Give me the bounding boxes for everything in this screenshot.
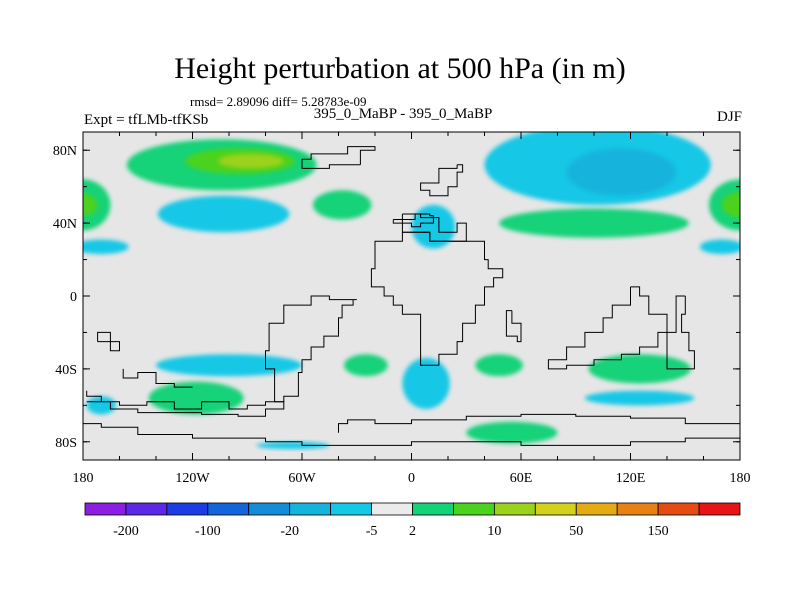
experiment-label: Expt = tfLMb-tfKSb: [84, 112, 209, 128]
anomaly-region-sh-cyan-indian: [584, 390, 695, 406]
anomaly-region-nh-lime-east: [721, 192, 740, 218]
anomaly-region-sh-green-indian: [588, 354, 691, 384]
colorbar: -200 -100 -20 -5 2 10 50 150: [84, 502, 741, 539]
anomaly-region-nh-green-asia: [499, 208, 689, 238]
y-tick-label: 80N: [53, 144, 77, 159]
x-tick-label: 60E: [510, 471, 533, 486]
anomaly-region-nh-cyan-west-strip: [83, 239, 129, 255]
coastline-1: [370, 231, 504, 366]
anomaly-region-sh-green-atlantic: [343, 354, 388, 377]
coastline-10: [301, 146, 376, 169]
coastline-8: [392, 213, 434, 228]
anomaly-region-sh-cyan-west: [86, 396, 116, 415]
anomaly-region-nh-green-atlantic-mid: [312, 190, 372, 220]
colorbar-swatch: [289, 502, 332, 516]
anomaly-region-nh-lime-west: [83, 193, 98, 216]
anomaly-region-nh-cyan-east-strip: [699, 239, 740, 255]
colorbar-label: -100: [195, 524, 221, 539]
colorbar-swatch: [166, 502, 209, 516]
colorbar-swatch: [616, 502, 659, 516]
colorbar-swatch: [248, 502, 291, 516]
anomaly-region-nh-blue-atlantic: [566, 148, 677, 196]
anomaly-region-nh-yellow-pacific: [218, 153, 284, 169]
colorbar-swatch: [698, 502, 741, 516]
anomaly-region-nh-cyan-central: [157, 195, 290, 233]
coastlines: [83, 146, 740, 446]
y-tick-label: 40S: [55, 363, 77, 378]
colorbar-swatch: [453, 502, 495, 516]
colorbar-label: 10: [487, 524, 501, 539]
anomaly-region-nh-cyan-europe: [411, 204, 456, 249]
season-label: DJF: [716, 109, 742, 125]
colorbar-swatch: [575, 502, 618, 516]
anomaly-region-sh-green-pacific: [148, 381, 244, 415]
coastline-3: [265, 295, 357, 403]
colorbar-swatch: [207, 502, 250, 516]
colorbar-label: 150: [648, 524, 669, 539]
rmsd-diff-stats: rmsd= 2.89096 diff= 5.28783e-09: [190, 94, 367, 109]
coastline-12: [97, 331, 120, 352]
colorbar-swatch: [412, 502, 454, 516]
coastline-6: [83, 413, 740, 446]
x-tick-label: 180: [730, 471, 751, 486]
anomaly-region-sh-green-africa: [475, 354, 523, 377]
anomaly-region-sh-cyan-drake: [256, 441, 330, 450]
colorbar-swatch: [493, 502, 536, 516]
coastline-9: [420, 164, 464, 197]
colorbar-label: 2: [409, 524, 416, 539]
y-tick-label: 40N: [53, 217, 77, 232]
x-tick-label: 60W: [288, 471, 316, 486]
coastline-2: [505, 310, 522, 343]
anomaly-region-sh-cyan-atlantic: [402, 357, 450, 409]
x-tick-label: 180: [73, 471, 94, 486]
y-tick-label: 80S: [55, 436, 77, 451]
colorbar-swatch: [371, 502, 413, 516]
colorbar-swatch: [657, 502, 700, 516]
colorbar-swatch: [330, 502, 372, 516]
colorbar-swatch: [534, 502, 577, 516]
x-tick-label: 0: [408, 471, 415, 486]
coastline-5: [666, 295, 695, 370]
anomaly-region-sh-cyan-pacific: [156, 354, 302, 377]
anomaly-contours: [83, 132, 740, 450]
anomaly-region-sh-green-south: [466, 421, 558, 444]
map-axes: 180 120W 60W 0 60E 120E 180 80N 40N 0 40S 80S: [53, 132, 751, 486]
x-tick-label: 120W: [175, 471, 210, 486]
case-label: 395_0_MaBP - 395_0_MaBP: [313, 106, 493, 122]
x-tick-label: 120E: [616, 471, 646, 486]
colorbar-label: 50: [569, 524, 583, 539]
colorbar-swatch: [84, 502, 127, 516]
coastline-11: [122, 368, 193, 388]
y-tick-label: 0: [70, 290, 77, 305]
colorbar-swatch: [125, 502, 168, 516]
colorbar-label: -5: [366, 524, 378, 539]
colorbar-label: -20: [280, 524, 299, 539]
colorbar-label: -200: [113, 524, 139, 539]
chart-title: Height perturbation at 500 hPa (in m): [174, 52, 626, 85]
coastline-7: [86, 390, 285, 417]
coastline-4: [547, 286, 668, 370]
